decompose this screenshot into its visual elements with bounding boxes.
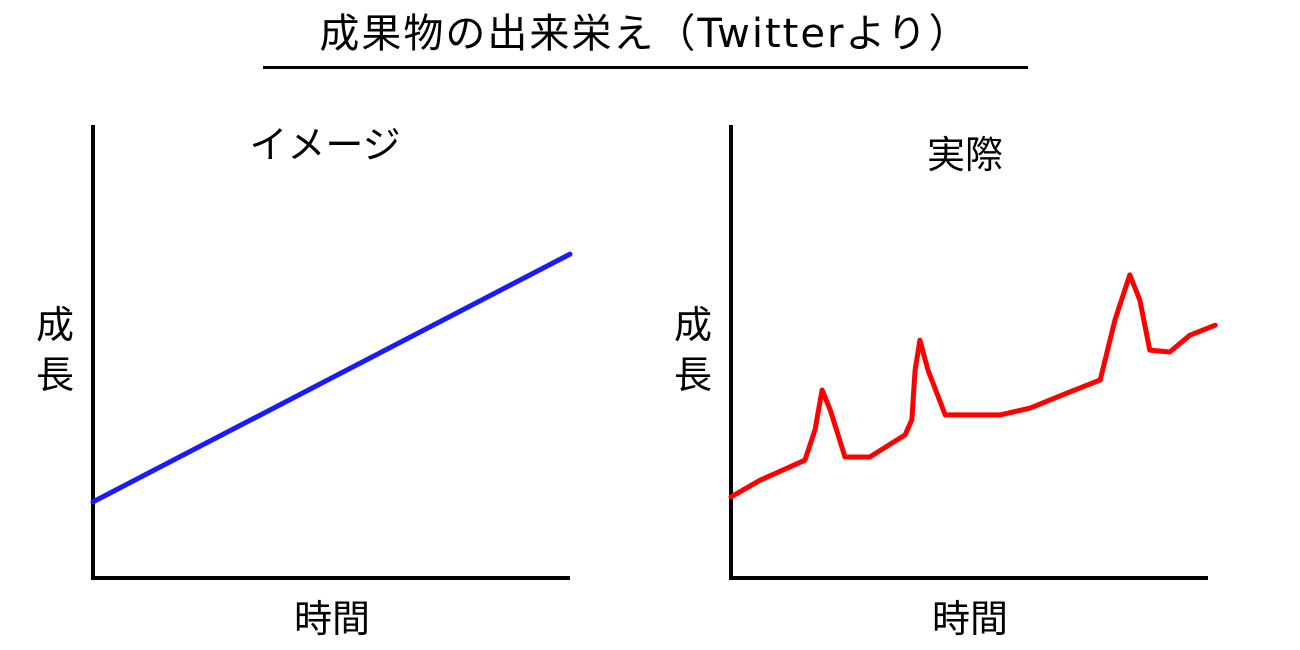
y-axis-label: 成長 (36, 303, 74, 397)
title-underline (263, 66, 1028, 69)
axes (729, 125, 1208, 580)
x-axis-label: 時間 (294, 597, 370, 641)
y-axis-label: 成長 (674, 303, 712, 397)
series-line (90, 251, 573, 505)
chart-title: イメージ (249, 123, 400, 167)
axes (91, 125, 570, 580)
series-line (728, 272, 1218, 500)
x-axis-label: 時間 (932, 597, 1008, 641)
main-title: 成果物の出来栄え（Twitterより） (319, 11, 971, 57)
chart-title: 実際 (927, 133, 1003, 177)
